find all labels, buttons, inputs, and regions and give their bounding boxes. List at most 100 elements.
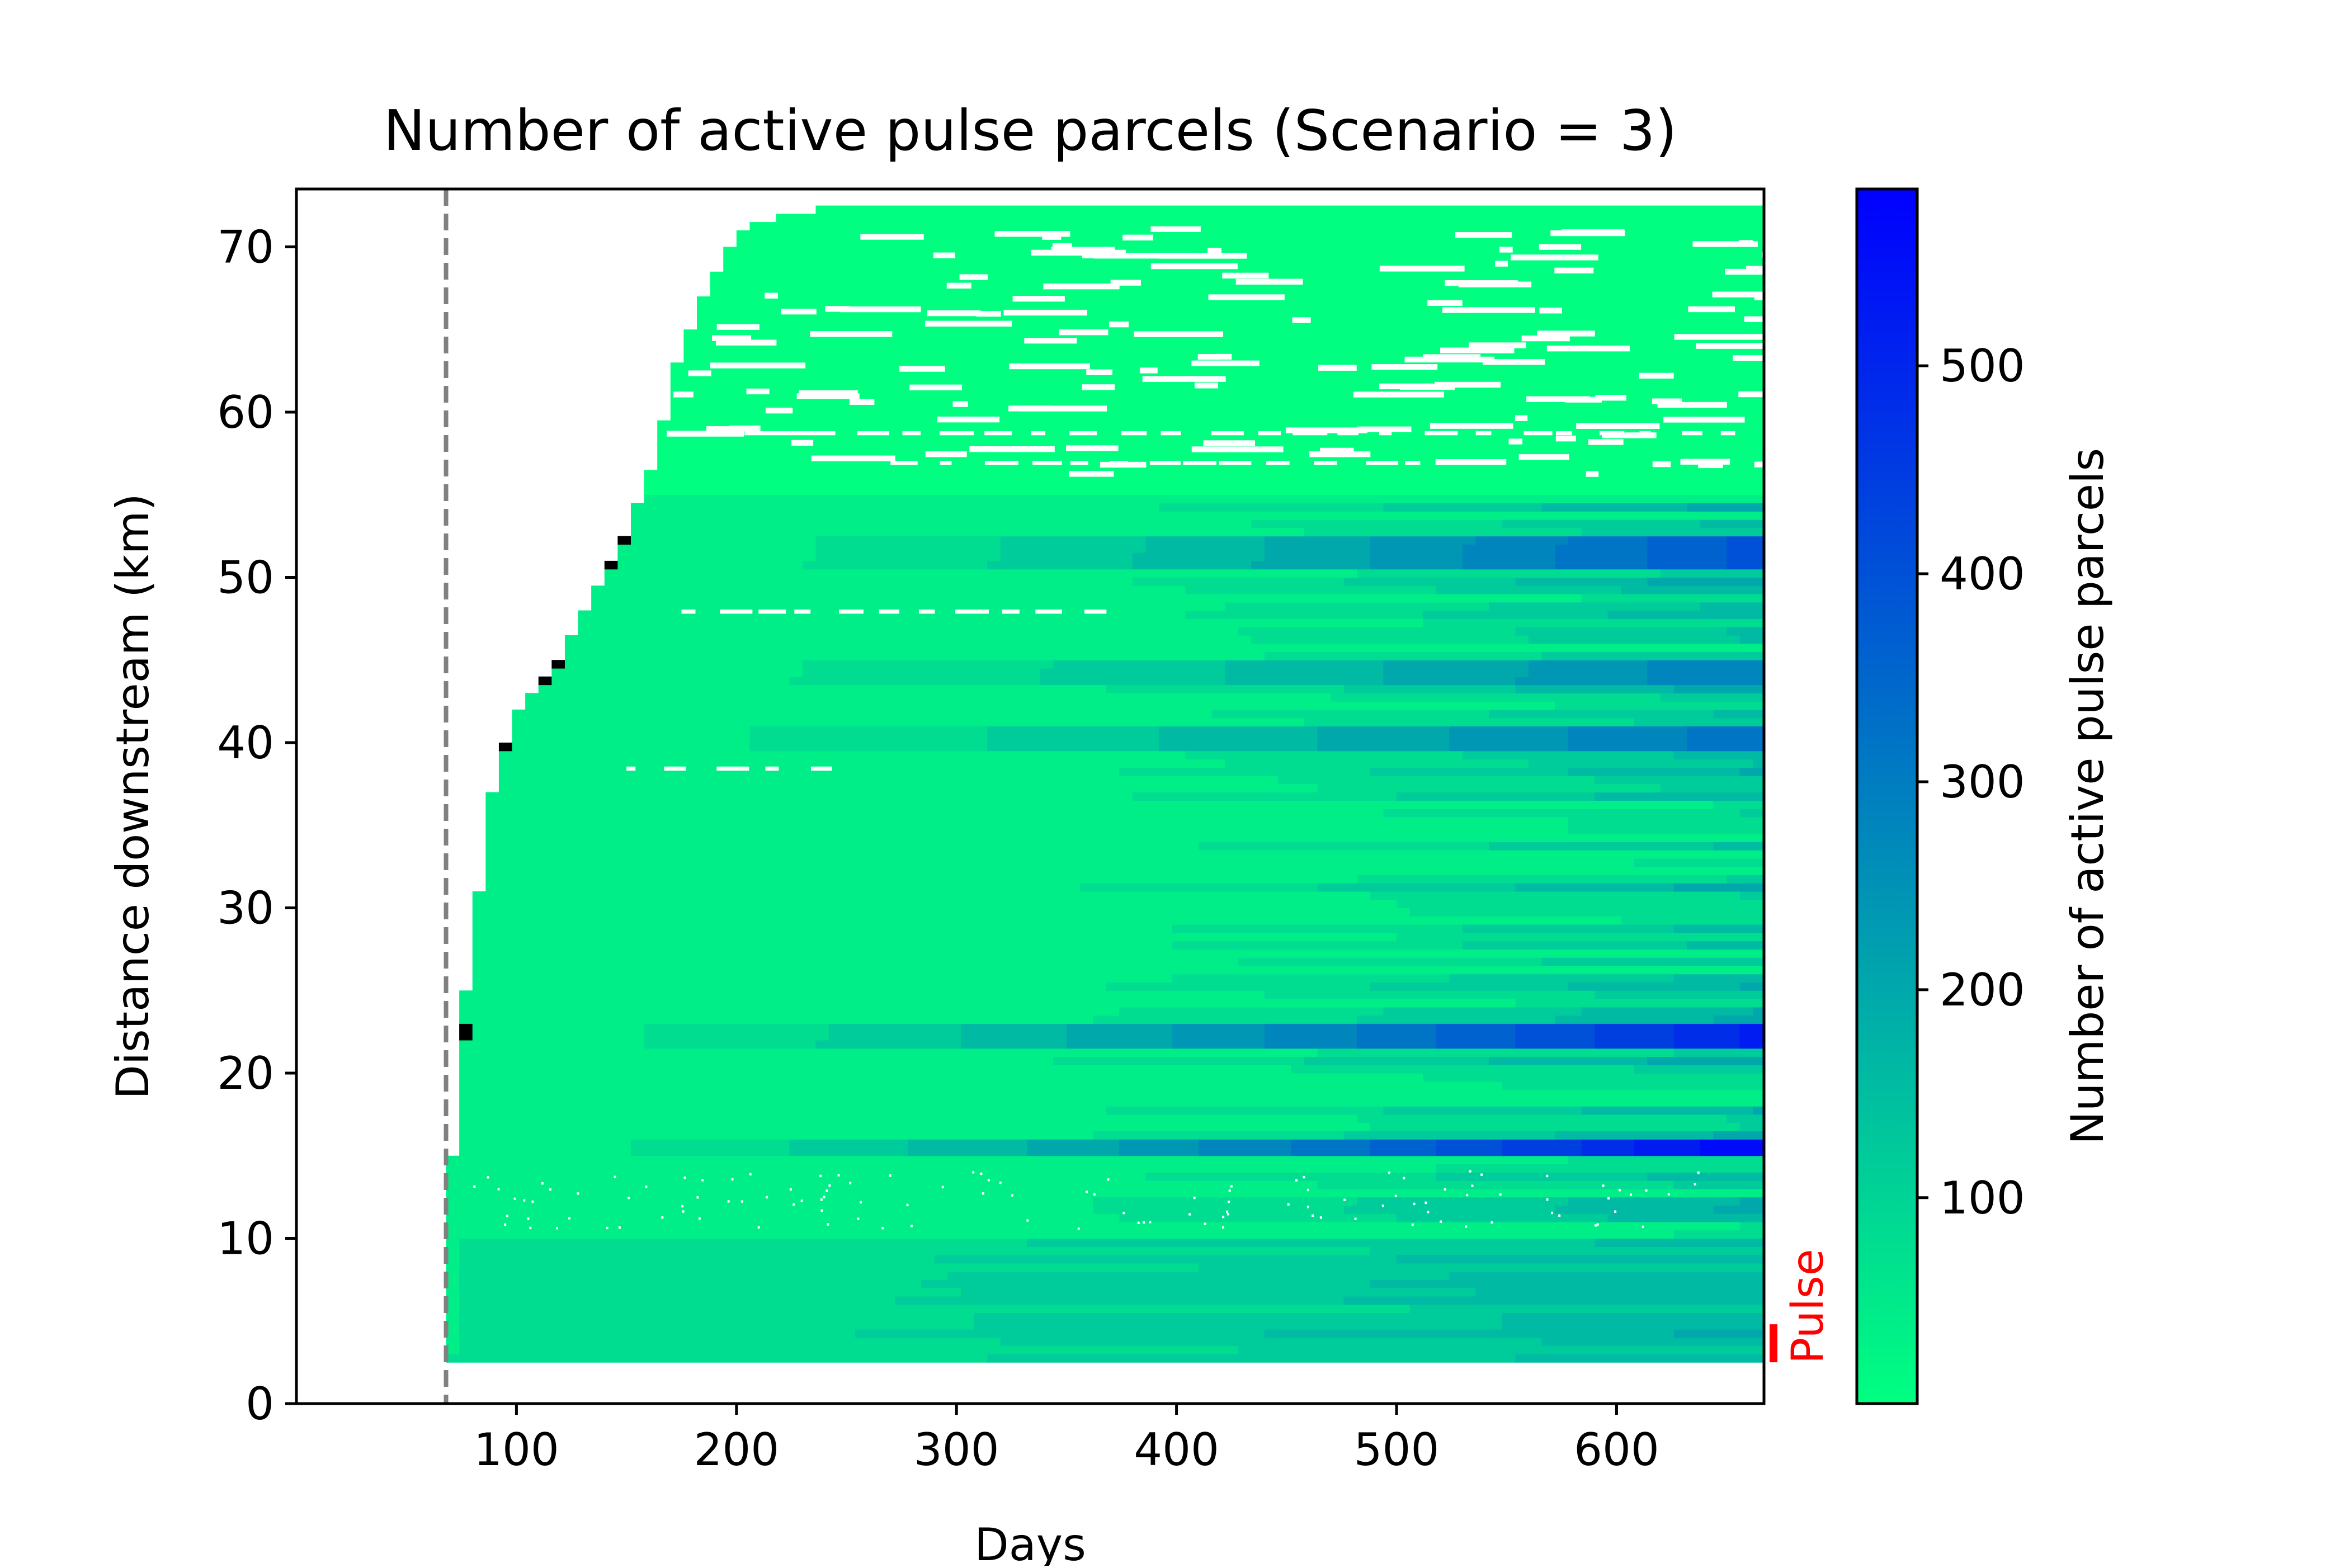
heat-cell — [1119, 1007, 1384, 1016]
heat-cell — [459, 1040, 645, 1049]
heat-cell — [498, 767, 1120, 776]
heat-cell — [1673, 1023, 1740, 1032]
heat-cell — [1251, 519, 1503, 528]
heat-cell — [1370, 1147, 1437, 1156]
heat-cell — [485, 850, 1764, 859]
empty-gap — [1110, 461, 1128, 465]
heat-cell — [1343, 1205, 1555, 1214]
heat-cell — [1264, 651, 1543, 660]
heat-cell — [1370, 544, 1463, 553]
heat-cell — [1238, 627, 1516, 636]
empty-gap — [1312, 1214, 1314, 1217]
heat-cell — [1436, 1147, 1503, 1156]
heat-cell — [749, 726, 988, 735]
heat-cell — [1529, 635, 1740, 644]
empty-gap — [1011, 1194, 1013, 1197]
empty-gap — [1069, 471, 1114, 477]
heat-cell — [1251, 635, 1529, 644]
empty-gap — [1388, 1171, 1390, 1174]
empty-gap — [1371, 364, 1438, 370]
empty-gap — [827, 1223, 829, 1226]
heat-cell — [591, 602, 1225, 611]
heat-cell — [1172, 974, 1450, 983]
heat-cell — [1647, 668, 1764, 677]
heat-cell — [776, 214, 1764, 223]
empty-gap — [1437, 461, 1449, 465]
empty-gap — [799, 390, 858, 396]
empty-gap — [1720, 431, 1735, 436]
empty-gap — [810, 766, 832, 771]
heat-cell — [895, 1296, 1345, 1305]
empty-gap — [577, 1192, 579, 1195]
heat-cell — [987, 742, 1159, 752]
heat-cell — [472, 1032, 645, 1041]
empty-gap — [1059, 329, 1109, 336]
empty-gap — [933, 252, 955, 258]
heat-cell — [630, 519, 1252, 528]
empty-gap — [1258, 431, 1281, 436]
heat-cell — [1581, 1147, 1635, 1156]
heat-cell — [630, 527, 1305, 537]
heat-cell — [459, 1114, 1357, 1123]
empty-gap — [791, 440, 814, 446]
empty-gap — [1295, 1179, 1298, 1182]
heat-cell — [1291, 1065, 1635, 1074]
heat-cell — [1225, 660, 1384, 669]
empty-gap — [1394, 1194, 1397, 1198]
empty-gap — [1466, 1193, 1469, 1197]
empty-gap — [1134, 331, 1223, 337]
heat-cell — [802, 560, 988, 570]
empty-gap — [820, 1209, 823, 1212]
heat-cell — [459, 1312, 975, 1321]
empty-gap — [1639, 431, 1651, 436]
heat-cell — [1172, 1023, 1265, 1032]
empty-gap — [698, 1217, 701, 1220]
heat-cell — [459, 1345, 1239, 1354]
heat-cell — [1397, 932, 1764, 942]
pulse-label: Pulse — [1783, 1249, 1833, 1363]
heat-cell — [459, 1015, 1093, 1024]
heat-cell — [1264, 1032, 1357, 1041]
empty-gap — [1183, 461, 1216, 465]
heat-cell — [1370, 552, 1463, 561]
empty-gap — [811, 455, 895, 461]
heat-cell — [1700, 1139, 1764, 1148]
heat-cell — [815, 1040, 961, 1049]
heat-cell — [1739, 809, 1764, 818]
heat-cell — [1463, 750, 1675, 760]
empty-gap — [765, 408, 793, 414]
heat-cell — [683, 329, 1764, 338]
heat-cell — [987, 1354, 1516, 1363]
heat-cell — [1673, 883, 1764, 892]
heat-cell — [1225, 602, 1489, 611]
heat-cell — [1198, 842, 1489, 851]
heat-cell — [1198, 1139, 1291, 1148]
heat-cell — [1739, 635, 1764, 644]
empty-gap — [1744, 316, 1764, 322]
heat-cell — [564, 635, 1252, 644]
heat-cell — [512, 742, 751, 752]
heat-cell — [1568, 726, 1687, 735]
y-tick-label: 70 — [217, 221, 274, 273]
empty-gap — [1077, 1227, 1080, 1230]
heat-cell — [459, 1007, 1120, 1016]
colorbar-tick-label: 100 — [1940, 1172, 2025, 1224]
empty-gap — [1203, 440, 1256, 446]
heat-cell — [815, 552, 1001, 561]
heat-cell — [459, 1246, 1371, 1255]
empty-gap — [925, 451, 967, 457]
heat-cell — [1621, 585, 1764, 594]
heat-cell — [551, 668, 803, 677]
heat-cell — [1647, 660, 1764, 669]
heat-cell — [710, 288, 1764, 297]
empty-gap — [606, 1226, 609, 1230]
empty-gap — [1031, 249, 1126, 256]
heat-cell — [1383, 668, 1529, 677]
heat-cell — [1739, 1040, 1764, 1049]
heat-cell — [1555, 1131, 1714, 1140]
heat-cell — [446, 1238, 460, 1247]
heat-cell — [1198, 1147, 1291, 1156]
empty-gap — [1599, 431, 1625, 436]
heat-cell — [974, 1321, 1503, 1330]
empty-gap — [1413, 1202, 1416, 1206]
